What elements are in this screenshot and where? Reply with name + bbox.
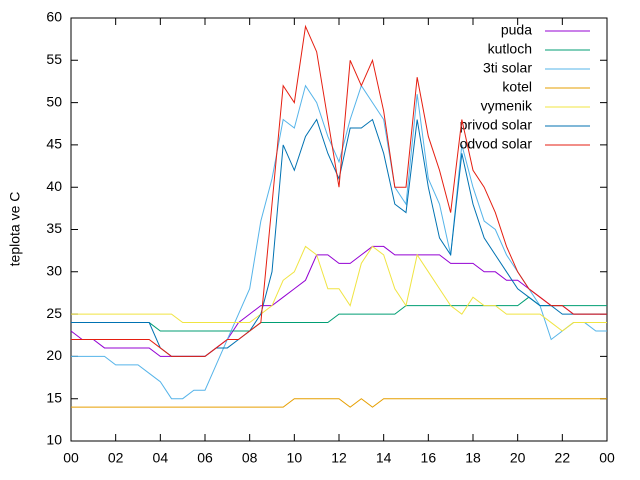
x-tick-label: 02 [108,450,124,466]
x-tick-label: 20 [510,450,526,466]
y-tick-label: 30 [46,263,62,279]
x-tick-label: 04 [153,450,169,466]
legend-label: kutloch [488,41,532,57]
x-tick-label: 10 [287,450,303,466]
x-tick-label: 18 [465,450,481,466]
series-line [70,245,607,357]
y-tick-label: 50 [46,93,62,109]
y-tick-label: 45 [46,136,62,152]
series-line [71,245,607,332]
legend-label: odvod solar [460,136,533,152]
x-tick-label: 00 [599,450,615,466]
legend-label: privod solar [460,117,533,133]
x-tick-label: 16 [421,450,437,466]
series-line [71,296,607,332]
legend-label: 3ti solar [483,60,532,76]
series-line [71,398,607,408]
y-tick-label: 55 [46,51,62,67]
x-tick-label: 12 [331,450,347,466]
x-tick-label: 00 [63,450,79,466]
y-tick-label: 15 [46,389,62,405]
x-tick-label: 08 [242,450,258,466]
y-axis-label: teplota ve C [7,192,23,267]
legend-label: vymenik [481,98,533,114]
series-line [71,24,607,357]
legend-label: puda [501,22,532,38]
y-tick-label: 40 [46,178,62,194]
x-tick-label: 14 [376,450,392,466]
y-tick-label: 35 [46,220,62,236]
y-tick-label: 60 [46,9,62,25]
x-tick-label: 22 [555,450,571,466]
y-tick-label: 20 [46,347,62,363]
series-line [71,118,607,357]
x-tick-label: 06 [197,450,213,466]
y-tick-label: 10 [46,432,62,448]
y-tick-label: 25 [46,305,62,321]
legend-label: kotel [502,79,532,95]
